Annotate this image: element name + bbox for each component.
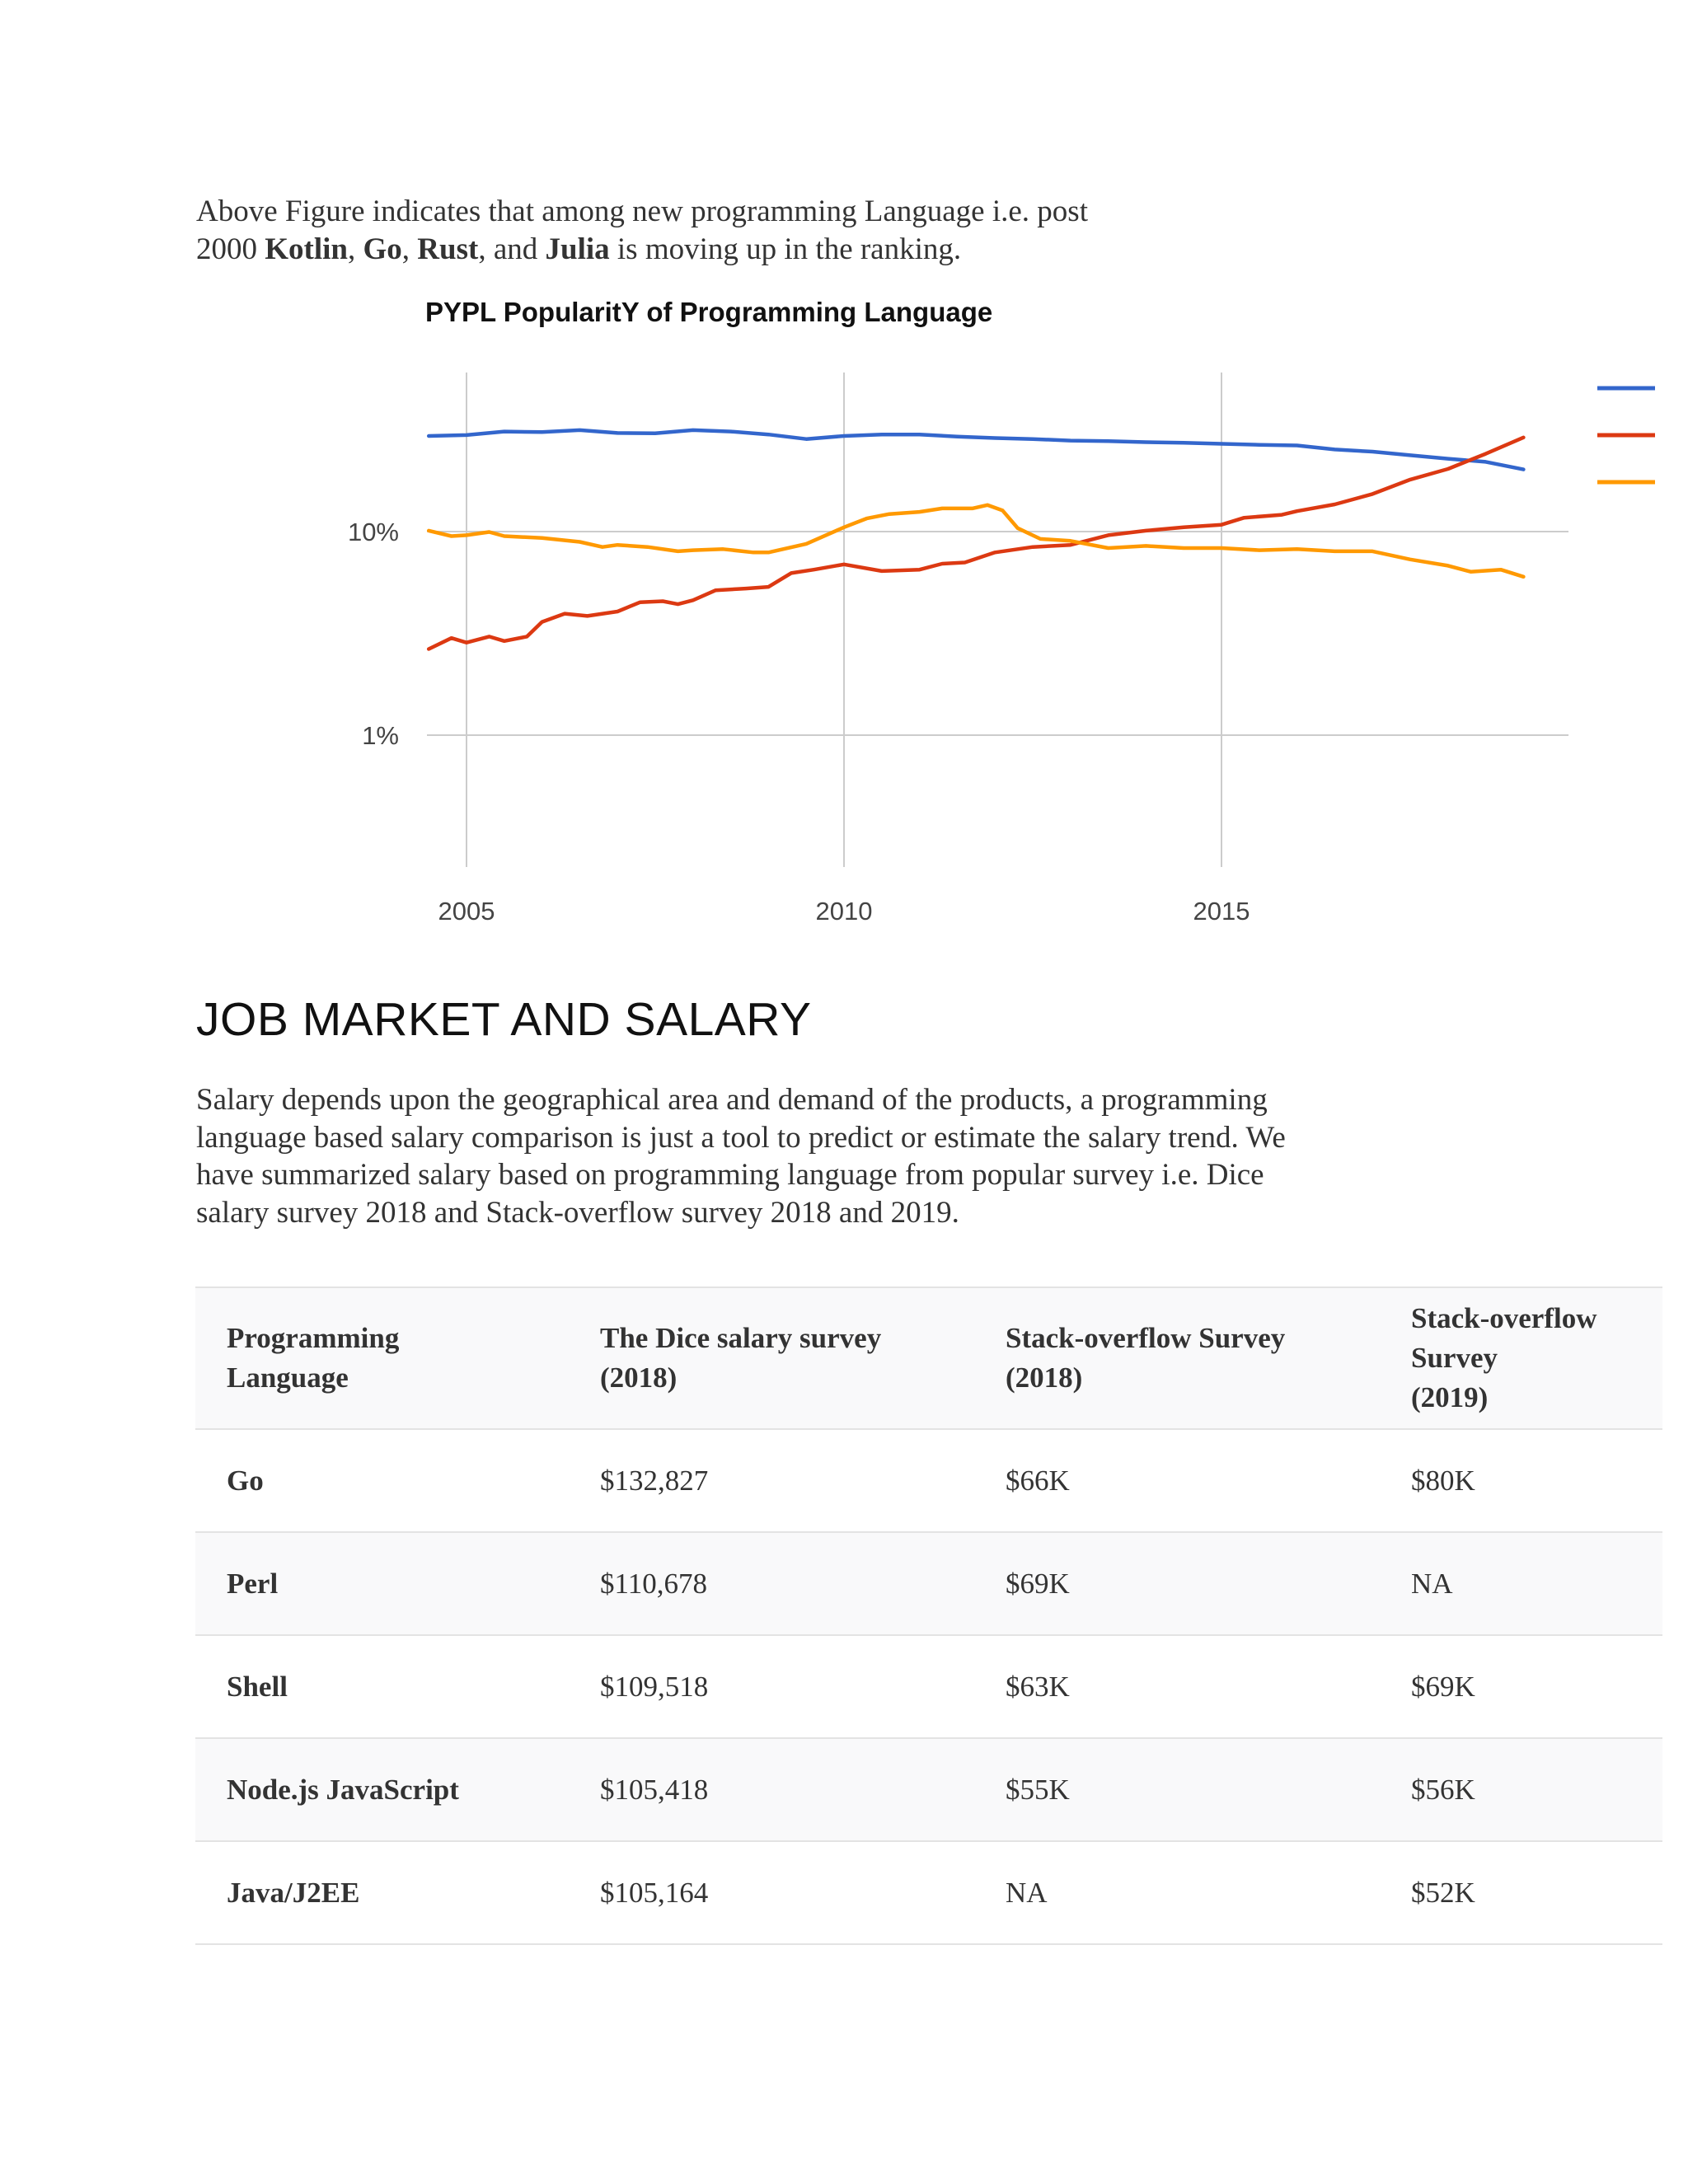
cell-dice-2018: $109,518 [569, 1634, 974, 1738]
cell-so-2019: $69K [1380, 1634, 1662, 1738]
y-tick-label: 10% [348, 518, 399, 546]
header-line: (2018) [600, 1361, 678, 1394]
y-tick-label: 1% [362, 721, 399, 750]
header-line: Language [227, 1361, 349, 1394]
intro-text: is moving up in the ranking. [609, 232, 962, 266]
table-row: Node.js JavaScript $105,418 $55K $56K [195, 1737, 1662, 1841]
cell-so-2019: $52K [1380, 1840, 1662, 1945]
kotlin-highlight: Kotlin [265, 232, 348, 266]
chart-ticks: 2005 2010 2015 1% 10% [348, 518, 1250, 926]
intro-text: , [348, 232, 363, 266]
salary-table: Programming Language The Dice salary surv… [195, 1286, 1662, 1945]
cell-so-2019: $56K [1380, 1737, 1662, 1841]
cell-dice-2018: $110,678 [569, 1531, 974, 1635]
header-line: Programming [227, 1322, 400, 1354]
cell-so-2018: $66K [974, 1428, 1380, 1532]
cell-so-2018: $69K [974, 1531, 1380, 1635]
header-line: (2019) [1411, 1381, 1489, 1413]
table-row: Java/J2EE $105,164 NA $52K [195, 1840, 1662, 1945]
julia-highlight: Julia [545, 232, 610, 266]
cell-so-2018: $63K [974, 1634, 1380, 1738]
series-line [426, 428, 1526, 471]
cell-dice-2018: $132,827 [569, 1428, 974, 1532]
body-line: Salary depends upon the geographical are… [196, 1083, 1268, 1117]
header-line: The Dice salary survey [600, 1322, 882, 1354]
cell-language: Node.js JavaScript [195, 1737, 569, 1841]
cell-so-2019: $80K [1380, 1428, 1662, 1532]
body-line: language based salary comparison is just… [196, 1120, 1286, 1155]
popularity-chart: PYPL PopularitY of Programming Language … [348, 297, 1655, 926]
x-tick-label: 2015 [1193, 897, 1250, 926]
intro-text: , and [478, 232, 546, 266]
chart-grid [427, 373, 1568, 867]
cell-language: Perl [195, 1531, 569, 1635]
header-so-2019: Stack-overflow Survey (2019) [1380, 1286, 1662, 1429]
series-line [426, 435, 1526, 651]
header-line: (2018) [1006, 1361, 1083, 1394]
cell-language: Shell [195, 1634, 569, 1738]
header-line: Stack-overflow Survey [1411, 1302, 1597, 1374]
cell-so-2018: $55K [974, 1737, 1380, 1841]
chart-title: PYPL PopularitY of Programming Language [425, 297, 992, 327]
chart-series [426, 428, 1526, 651]
section-body: Salary depends upon the geographical are… [196, 1081, 1482, 1231]
rust-highlight: Rust [417, 232, 479, 266]
cell-so-2018: NA [974, 1840, 1380, 1945]
intro-text: , [401, 232, 418, 266]
body-line: have summarized salary based on programm… [196, 1158, 1264, 1192]
section-heading: JOB MARKET AND SALARY [196, 993, 812, 1046]
intro-line-1: Above Figure indicates that among new pr… [196, 194, 1088, 228]
x-tick-label: 2005 [438, 897, 495, 926]
header-so-2018: Stack-overflow Survey (2018) [974, 1286, 1380, 1429]
intro-text: 2000 [196, 232, 265, 266]
cell-dice-2018: $105,164 [569, 1840, 974, 1945]
header-language: Programming Language [195, 1286, 569, 1429]
table-row: Go $132,827 $66K $80K [195, 1428, 1662, 1532]
table-header-row: Programming Language The Dice salary surv… [195, 1286, 1662, 1429]
header-dice-2018: The Dice salary survey (2018) [569, 1286, 974, 1429]
table-row: Perl $110,678 $69K NA [195, 1531, 1662, 1635]
cell-language: Java/J2EE [195, 1840, 569, 1945]
chart-legend [1597, 386, 1655, 485]
header-line: Stack-overflow Survey [1006, 1322, 1286, 1354]
cell-so-2019: NA [1380, 1531, 1662, 1635]
intro-paragraph: Above Figure indicates that among new pr… [196, 193, 1251, 269]
series-line [426, 503, 1526, 579]
table-row: Shell $109,518 $63K $69K [195, 1634, 1662, 1738]
go-highlight: Go [363, 232, 402, 266]
cell-dice-2018: $105,418 [569, 1737, 974, 1841]
x-tick-label: 2010 [816, 897, 873, 926]
body-line: salary survey 2018 and Stack-overflow su… [196, 1195, 959, 1230]
cell-language: Go [195, 1428, 569, 1532]
